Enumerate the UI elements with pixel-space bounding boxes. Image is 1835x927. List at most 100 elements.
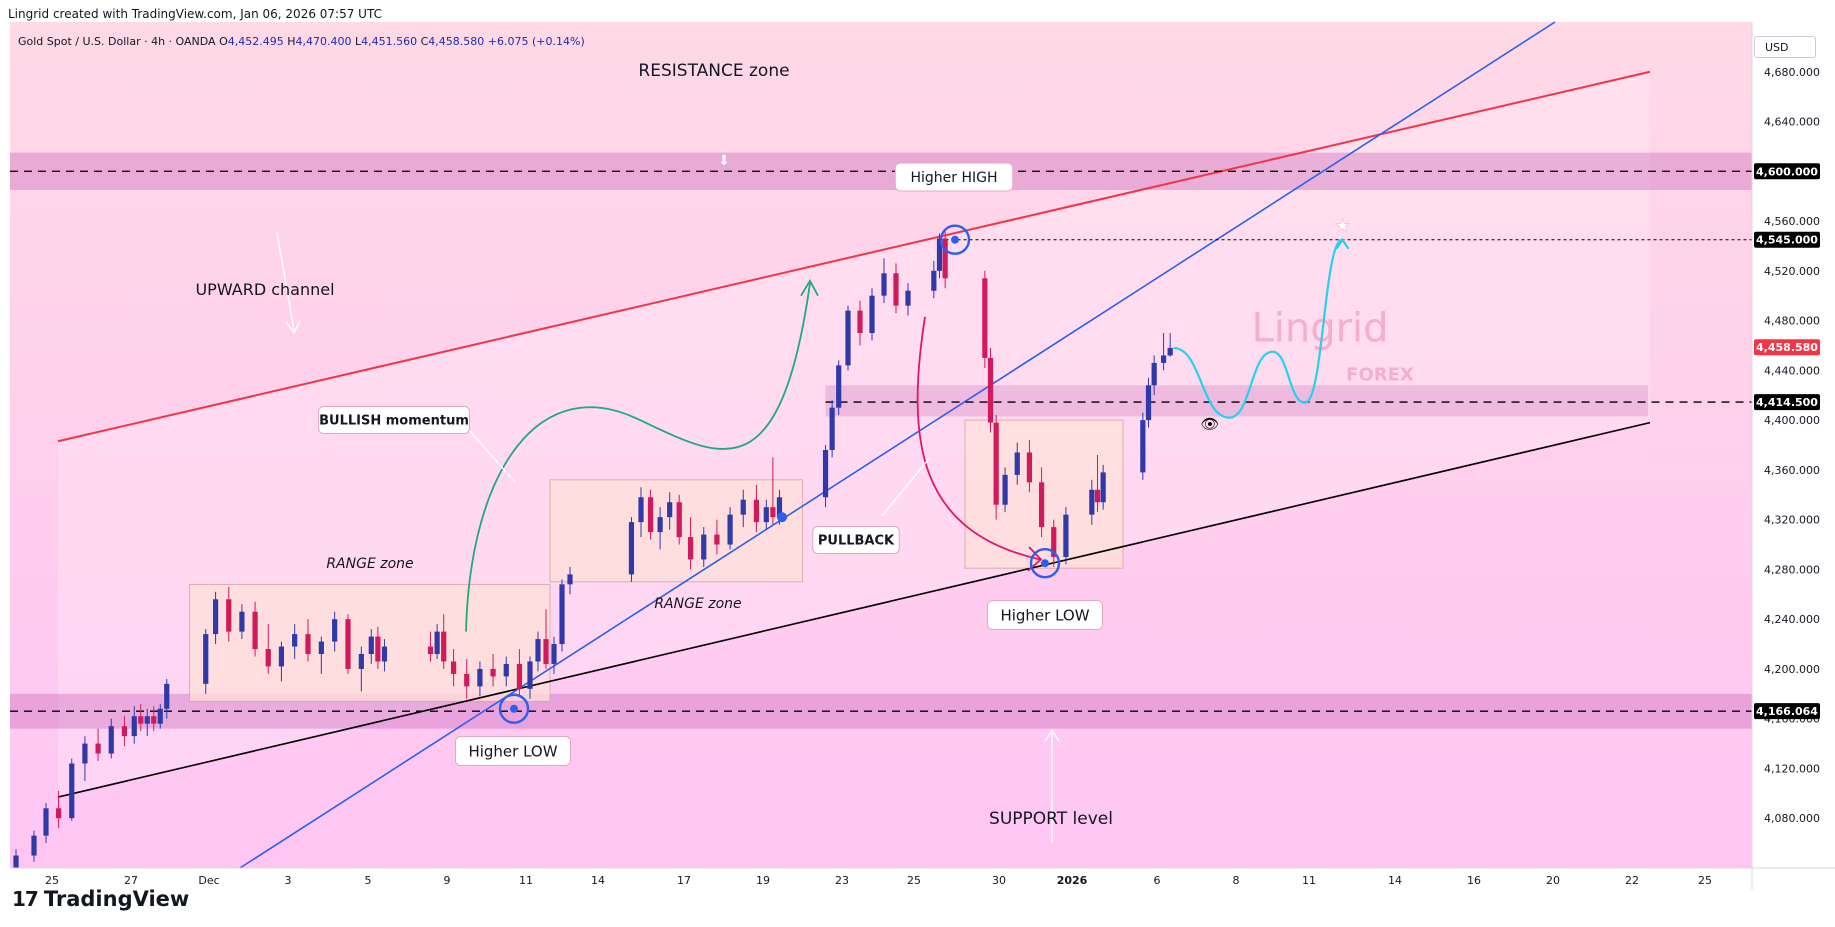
candle — [121, 716, 128, 747]
candle — [993, 415, 999, 520]
candle-body — [138, 716, 144, 724]
candle — [982, 270, 988, 368]
candle-body — [55, 808, 62, 819]
x-tick-label: 8 — [1233, 874, 1240, 887]
y-tick-label: 4,080.000 — [1764, 812, 1820, 825]
candle-body — [527, 661, 533, 689]
higher-low-circle-1 — [498, 693, 530, 724]
candle-body — [477, 668, 483, 687]
candle-body — [893, 273, 899, 306]
watermark-logo: Lingrid — [1251, 306, 1388, 352]
candle — [427, 631, 434, 662]
candle — [1051, 519, 1057, 567]
candle — [638, 487, 644, 538]
x-tick-label: 25 — [45, 874, 59, 887]
candle-body — [1038, 482, 1045, 528]
candle — [82, 736, 88, 781]
candle-body — [714, 534, 720, 545]
candle-body — [869, 295, 875, 334]
candle — [931, 260, 937, 299]
candle — [567, 566, 573, 595]
pullback-pointer-line — [881, 456, 931, 517]
candle — [31, 830, 37, 862]
candle — [987, 347, 994, 433]
candle-body — [239, 611, 245, 632]
x-tick-label: 14 — [1388, 874, 1402, 887]
candle — [95, 728, 101, 762]
candle — [535, 631, 541, 672]
annotation-box-6 — [812, 526, 900, 554]
candle-body — [701, 534, 707, 560]
higher-low-circle-2-dot — [1041, 559, 1049, 568]
candle-body — [1014, 452, 1020, 475]
candle — [164, 678, 170, 719]
candle-body — [936, 238, 943, 271]
candle — [151, 706, 157, 732]
y-tick-label: 4,640.000 — [1764, 116, 1820, 129]
candle — [375, 626, 381, 669]
candle-body — [212, 599, 219, 635]
price-tag-label: 4,166.064 — [1756, 705, 1818, 718]
candle — [763, 499, 769, 530]
price-tag — [1754, 703, 1820, 720]
candle-body — [226, 599, 232, 632]
candle — [770, 457, 776, 525]
candle — [503, 656, 509, 687]
candle — [857, 300, 863, 346]
annotation-label-4: RANGE zone — [654, 596, 741, 612]
candle-body — [1160, 355, 1167, 363]
candle-body — [740, 499, 746, 515]
candles-layer — [13, 231, 1173, 873]
annotation-box-5 — [894, 162, 1014, 192]
candle-body — [763, 507, 769, 523]
legend-l-key: L — [355, 35, 362, 48]
candle — [131, 706, 137, 744]
projection-arrowhead — [1335, 237, 1350, 250]
x-tick-label: 9 — [444, 874, 451, 887]
candle — [450, 649, 457, 687]
candle-body — [657, 517, 663, 533]
y-tick-label: 4,400.000 — [1764, 414, 1820, 427]
plot-background — [10, 22, 1752, 868]
legend-change: +6.075 (+0.14%) — [488, 35, 585, 48]
candle-body — [516, 663, 523, 689]
x-tick-label: 23 — [835, 874, 849, 887]
price-tag — [1754, 394, 1820, 411]
candle-body — [490, 668, 496, 677]
candle — [1089, 479, 1095, 525]
y-tick-label: 4,560.000 — [1764, 215, 1820, 228]
candle — [869, 288, 875, 341]
channel-arrowhead — [285, 320, 301, 335]
range-boxes-layer — [189, 419, 1124, 702]
candle — [905, 283, 911, 316]
down-arrow-circle-icon: ⬇ — [718, 153, 730, 169]
candle — [144, 708, 150, 737]
candle-body — [982, 278, 988, 358]
candle-body — [942, 238, 948, 279]
price-tag — [1754, 339, 1820, 356]
candle — [239, 604, 245, 640]
candle-body — [441, 631, 447, 662]
candle-body — [427, 646, 434, 655]
candle — [676, 494, 682, 545]
price-tag-label: 4,545.000 — [1756, 234, 1818, 247]
candle-body — [144, 716, 150, 724]
currency-selector[interactable]: USD — [1754, 36, 1816, 58]
candle-body — [1145, 385, 1152, 421]
candle-body — [121, 726, 128, 737]
candle-body — [676, 502, 682, 538]
candle — [226, 586, 232, 642]
candle-body — [1094, 489, 1101, 503]
annotation-label-5: Higher HIGH — [910, 170, 997, 186]
candle — [647, 489, 654, 540]
candle-body — [628, 522, 635, 575]
candle-body — [13, 855, 19, 868]
candle — [845, 305, 851, 371]
candle — [936, 233, 943, 279]
brand-footer[interactable]: 17 TradingView — [12, 887, 189, 911]
candle — [714, 519, 720, 555]
candle-body — [157, 708, 163, 724]
candle-body — [770, 507, 776, 518]
y-tick-label: 4,280.000 — [1764, 563, 1820, 576]
